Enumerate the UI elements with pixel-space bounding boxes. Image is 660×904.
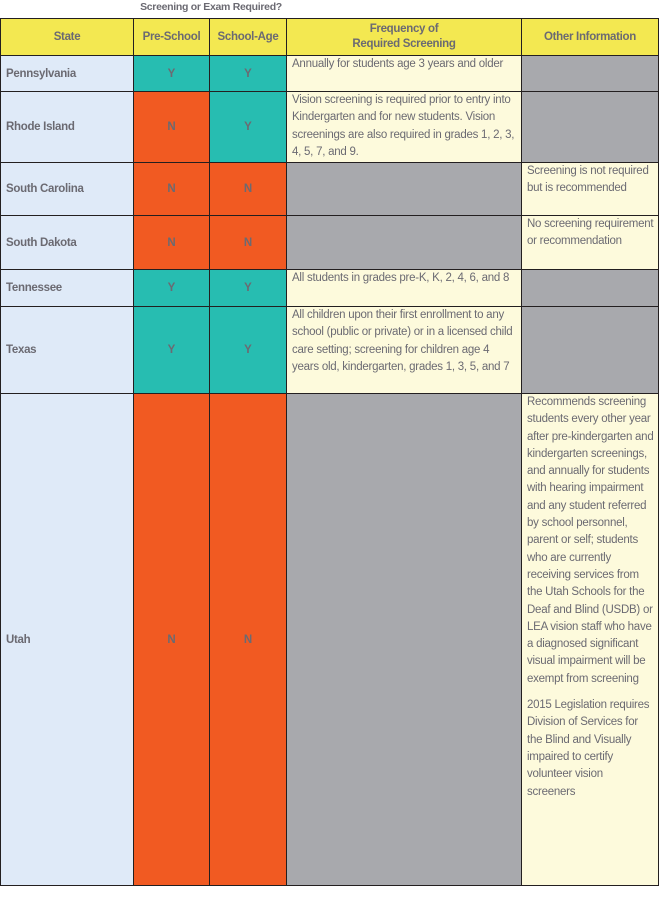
header-frequency-line2: Required Screening [352, 38, 456, 50]
table-row: South Dakota N N No screening requiremen… [0, 215, 659, 270]
header-other-information: Other Information [521, 18, 659, 56]
schoolage-cell: N [209, 393, 287, 886]
frequency-cell-empty [286, 393, 522, 886]
other-info-cell-empty [521, 306, 659, 394]
other-info-cell-empty [521, 269, 659, 307]
state-cell: South Dakota [0, 215, 134, 270]
state-cell: Utah [0, 393, 134, 886]
other-info-cell-empty [521, 55, 659, 92]
frequency-cell: Annually for students age 3 years and ol… [286, 55, 522, 92]
header-schoolage: School-Age [209, 18, 287, 56]
header-state: State [0, 18, 134, 56]
header-row: State Pre-School School-Age Frequency of… [0, 18, 659, 56]
other-info-paragraph: Recommends screening students every othe… [527, 396, 654, 685]
other-info-cell: No screening requirement or recommendati… [521, 215, 659, 270]
preschool-cell: Y [133, 306, 210, 394]
preschool-cell: Y [133, 269, 210, 307]
state-cell: Pennsylvania [0, 55, 134, 92]
table-row: Texas Y Y All children upon their first … [0, 306, 659, 394]
frequency-cell: All children upon their first enrollment… [286, 306, 522, 394]
frequency-cell: Vision screening is required prior to en… [286, 91, 522, 163]
table-row: Rhode Island N Y Vision screening is req… [0, 91, 659, 163]
state-cell: Texas [0, 306, 134, 394]
preschool-cell: N [133, 215, 210, 270]
frequency-cell-empty [286, 162, 522, 216]
preschool-cell: Y [133, 55, 210, 92]
header-frequency-line1: Frequency of [369, 23, 439, 35]
table-row: South Carolina N N Screening is not requ… [0, 162, 659, 216]
screening-required-supertitle: Screening or Exam Required? [140, 1, 282, 13]
preschool-cell: N [133, 393, 210, 886]
table-row: Utah N N Recommends screening students e… [0, 393, 659, 886]
frequency-cell: All students in grades pre-K, K, 2, 4, 6… [286, 269, 522, 307]
state-cell: Rhode Island [0, 91, 134, 163]
other-info-cell: Screening is not required but is recomme… [521, 162, 659, 216]
preschool-cell: N [133, 91, 210, 163]
vision-screening-table: State Pre-School School-Age Frequency of… [0, 18, 659, 886]
header-preschool: Pre-School [133, 18, 210, 56]
schoolage-cell: N [209, 215, 287, 270]
table-row: Tennessee Y Y All students in grades pre… [0, 269, 659, 307]
schoolage-cell: Y [209, 55, 287, 92]
other-info-cell: Recommends screening students every othe… [521, 393, 659, 886]
frequency-cell-empty [286, 215, 522, 270]
other-info-paragraph-legislation: 2015 Legislation requires Division of Se… [527, 699, 650, 798]
preschool-cell: N [133, 162, 210, 216]
header-frequency: Frequency of Required Screening [286, 18, 522, 56]
schoolage-cell: Y [209, 269, 287, 307]
schoolage-cell: Y [209, 91, 287, 163]
schoolage-cell: N [209, 162, 287, 216]
schoolage-cell: Y [209, 306, 287, 394]
state-cell: Tennessee [0, 269, 134, 307]
state-cell: South Carolina [0, 162, 134, 216]
table-row: Pennsylvania Y Y Annually for students a… [0, 55, 659, 92]
other-info-cell-empty [521, 91, 659, 163]
